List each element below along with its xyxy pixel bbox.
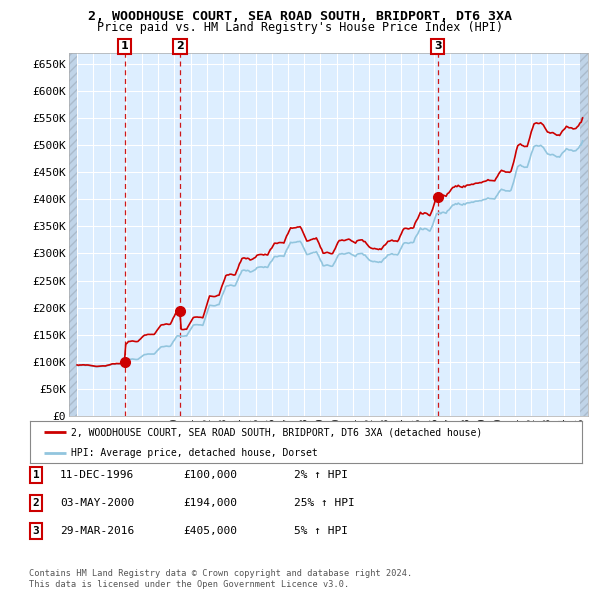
Text: 2, WOODHOUSE COURT, SEA ROAD SOUTH, BRIDPORT, DT6 3XA (detached house): 2, WOODHOUSE COURT, SEA ROAD SOUTH, BRID… — [71, 427, 482, 437]
Bar — [69, 53, 77, 416]
Text: 2: 2 — [32, 498, 40, 507]
Text: 1: 1 — [121, 41, 128, 51]
Text: 2% ↑ HPI: 2% ↑ HPI — [294, 470, 348, 480]
Text: 3: 3 — [434, 41, 442, 51]
Text: HPI: Average price, detached house, Dorset: HPI: Average price, detached house, Dors… — [71, 448, 318, 457]
Text: £100,000: £100,000 — [183, 470, 237, 480]
Text: 25% ↑ HPI: 25% ↑ HPI — [294, 498, 355, 507]
Text: 29-MAR-2016: 29-MAR-2016 — [60, 526, 134, 536]
Text: 2, WOODHOUSE COURT, SEA ROAD SOUTH, BRIDPORT, DT6 3XA: 2, WOODHOUSE COURT, SEA ROAD SOUTH, BRID… — [88, 10, 512, 23]
Text: £405,000: £405,000 — [183, 526, 237, 536]
Text: 2: 2 — [176, 41, 184, 51]
Text: 03-MAY-2000: 03-MAY-2000 — [60, 498, 134, 507]
Text: Contains HM Land Registry data © Crown copyright and database right 2024.
This d: Contains HM Land Registry data © Crown c… — [29, 569, 412, 589]
Text: £194,000: £194,000 — [183, 498, 237, 507]
Bar — [580, 53, 588, 416]
Text: 11-DEC-1996: 11-DEC-1996 — [60, 470, 134, 480]
Text: 1: 1 — [32, 470, 40, 480]
Text: 5% ↑ HPI: 5% ↑ HPI — [294, 526, 348, 536]
Text: Price paid vs. HM Land Registry's House Price Index (HPI): Price paid vs. HM Land Registry's House … — [97, 21, 503, 34]
Text: 3: 3 — [32, 526, 40, 536]
